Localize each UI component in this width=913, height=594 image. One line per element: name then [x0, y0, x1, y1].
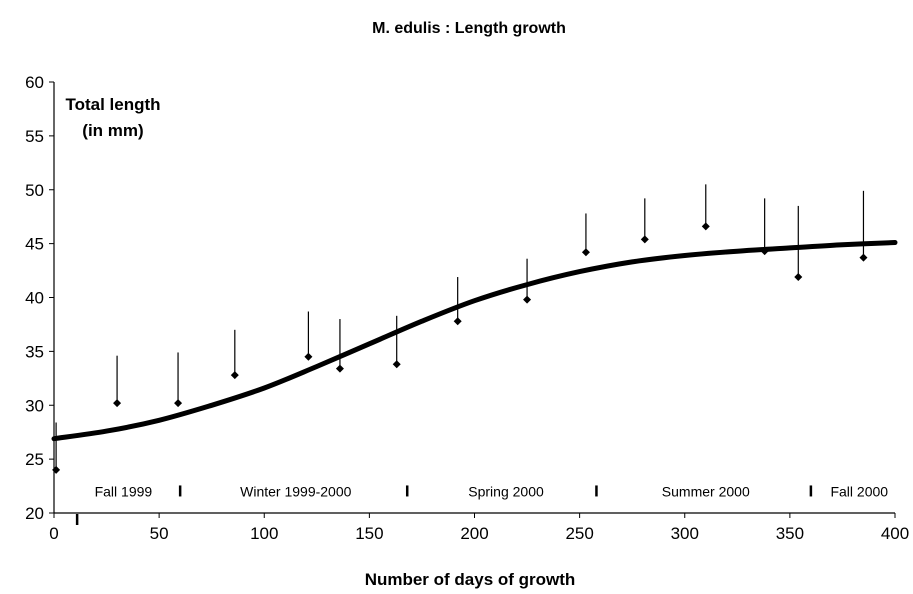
y-tick-label: 30: [25, 396, 44, 415]
fitted-curve: [51, 240, 898, 442]
season-label: Fall 1999: [95, 483, 153, 499]
data-point: [335, 364, 344, 373]
x-tick-label: 50: [150, 524, 169, 543]
data-point: [701, 222, 710, 231]
data-point: [174, 399, 183, 408]
data-point: [113, 399, 122, 408]
data-point: [52, 465, 61, 474]
data-point: [304, 352, 313, 361]
x-tick-label: 0: [49, 524, 58, 543]
y-tick-label: 45: [25, 235, 44, 254]
data-point: [760, 247, 769, 256]
x-tick-label: 250: [565, 524, 593, 543]
y-axis-title-line-1: Total length: [65, 95, 160, 114]
data-point: [859, 253, 868, 262]
x-tick-label: 350: [776, 524, 804, 543]
y-tick-label: 35: [25, 342, 44, 361]
plot-area: 20 25 30 35 40 45 50 55 60 0 50 100 150 200 250 300 350 4…: [25, 73, 909, 543]
x-tick-label: 400: [881, 524, 909, 543]
y-tick-label: 55: [25, 127, 44, 146]
x-tick-label: 150: [355, 524, 383, 543]
x-tick-label: 300: [671, 524, 699, 543]
y-axis-title-line-2: (in mm): [82, 121, 143, 140]
data-point: [794, 273, 803, 282]
data-point: [581, 248, 590, 257]
chart-title: M. edulis : Length growth: [372, 20, 566, 37]
season-label: Fall 2000: [830, 483, 888, 499]
x-tick-label: 200: [460, 524, 488, 543]
x-tick-label: 100: [250, 524, 278, 543]
data-point: [230, 371, 239, 380]
y-tick-label: 60: [25, 73, 44, 92]
data-point: [392, 360, 401, 369]
y-tick-label: 25: [25, 450, 44, 469]
y-tick-label: 40: [25, 289, 44, 308]
data-point: [523, 295, 532, 304]
x-axis-title: Number of days of growth: [365, 570, 576, 589]
season-label: Winter 1999-2000: [240, 483, 352, 499]
y-tick-label: 20: [25, 504, 44, 523]
data-point: [640, 235, 649, 244]
data-point: [453, 317, 462, 326]
season-label: Summer 2000: [662, 483, 750, 499]
y-tick-label: 50: [25, 181, 44, 200]
season-label: Spring 2000: [468, 483, 544, 499]
